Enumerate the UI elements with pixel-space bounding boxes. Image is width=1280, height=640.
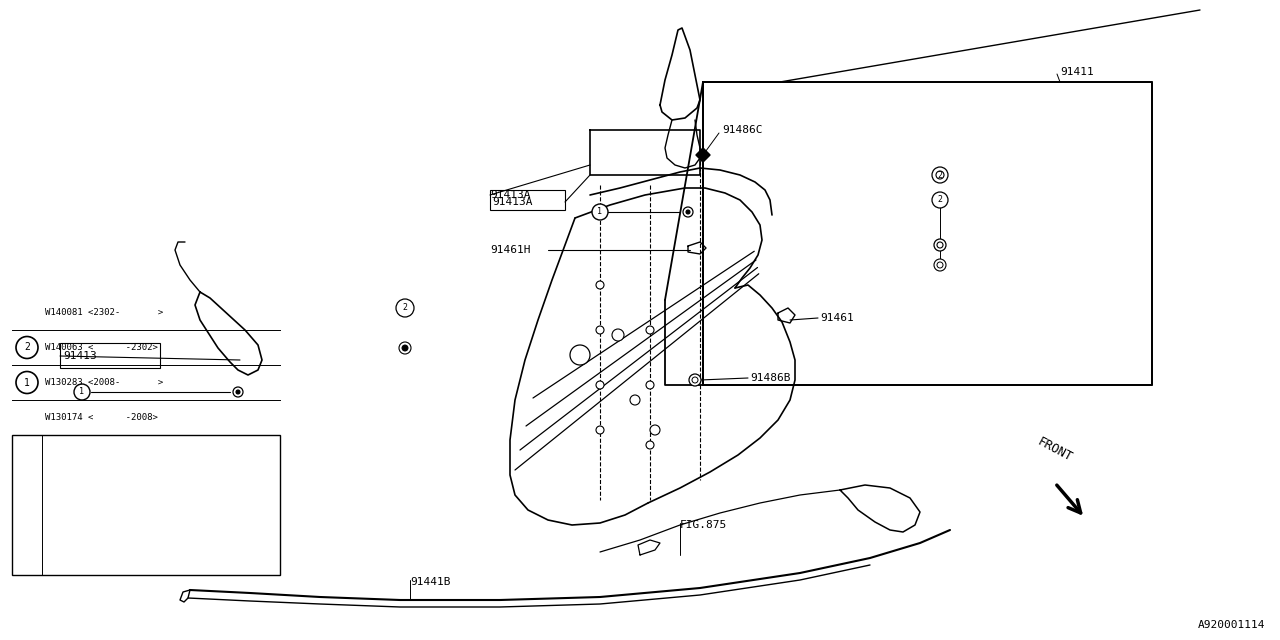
Circle shape <box>402 345 408 351</box>
Text: 91461H: 91461H <box>490 245 530 255</box>
Circle shape <box>686 210 690 214</box>
Circle shape <box>937 262 943 268</box>
Text: 91413: 91413 <box>63 351 97 361</box>
Circle shape <box>591 204 608 220</box>
Text: A920001114: A920001114 <box>1198 620 1265 630</box>
Circle shape <box>934 239 946 251</box>
Text: 2: 2 <box>402 303 407 312</box>
Circle shape <box>596 381 604 389</box>
Circle shape <box>937 242 943 248</box>
Text: 1: 1 <box>24 378 29 387</box>
Text: W130283 <2008-       >: W130283 <2008- > <box>45 378 164 387</box>
Circle shape <box>646 326 654 334</box>
Circle shape <box>236 390 241 394</box>
Circle shape <box>932 192 948 208</box>
Circle shape <box>596 281 604 289</box>
Circle shape <box>399 342 411 354</box>
Circle shape <box>233 387 243 397</box>
Text: 1: 1 <box>79 387 84 397</box>
Circle shape <box>15 371 38 394</box>
Circle shape <box>936 171 945 179</box>
Circle shape <box>596 426 604 434</box>
Circle shape <box>596 326 604 334</box>
Bar <box>12 435 280 575</box>
Text: 91486C: 91486C <box>722 125 763 135</box>
Text: FIG.875: FIG.875 <box>680 520 727 530</box>
Text: 2: 2 <box>24 342 29 353</box>
Text: W140081 <2302-       >: W140081 <2302- > <box>45 308 164 317</box>
Bar <box>60 343 160 368</box>
Text: 91411: 91411 <box>1060 67 1093 77</box>
Text: 2: 2 <box>937 170 942 179</box>
Circle shape <box>650 425 660 435</box>
Circle shape <box>692 377 698 383</box>
Circle shape <box>630 395 640 405</box>
Text: W140063 <      -2302>: W140063 < -2302> <box>45 343 157 352</box>
Circle shape <box>570 345 590 365</box>
Circle shape <box>934 259 946 271</box>
Circle shape <box>612 329 625 341</box>
Circle shape <box>646 381 654 389</box>
Circle shape <box>646 441 654 449</box>
Circle shape <box>15 337 38 358</box>
Circle shape <box>932 167 948 183</box>
Text: W130174 <      -2008>: W130174 < -2008> <box>45 413 157 422</box>
Text: 91461: 91461 <box>820 313 854 323</box>
Text: 91441B: 91441B <box>410 577 451 587</box>
Text: 91413A: 91413A <box>492 197 532 207</box>
Circle shape <box>689 374 701 386</box>
Text: FRONT: FRONT <box>1036 435 1074 465</box>
Text: 2: 2 <box>937 195 942 205</box>
Text: 1: 1 <box>598 207 603 216</box>
Circle shape <box>74 384 90 400</box>
Text: 91413A: 91413A <box>490 190 530 200</box>
Text: 91486B: 91486B <box>750 373 791 383</box>
Polygon shape <box>696 148 710 162</box>
Bar <box>490 190 564 210</box>
Circle shape <box>684 207 692 217</box>
Circle shape <box>396 299 413 317</box>
